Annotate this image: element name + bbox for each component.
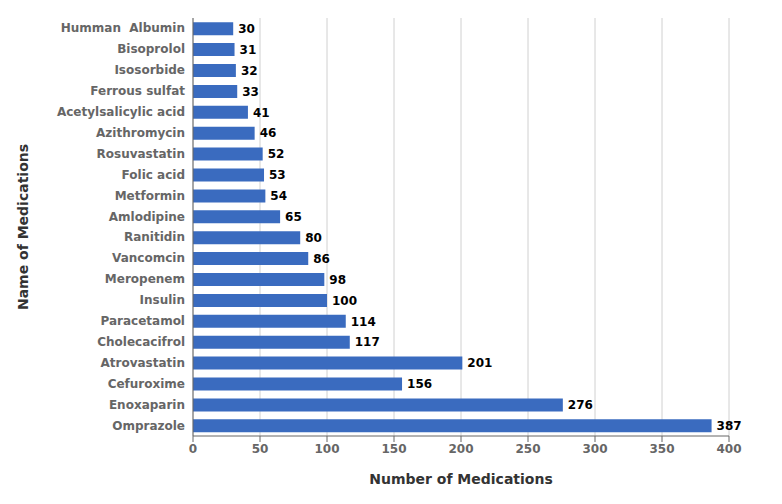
svg-text:Amlodipine: Amlodipine bbox=[109, 210, 185, 224]
svg-text:98: 98 bbox=[329, 273, 346, 287]
svg-text:86: 86 bbox=[313, 252, 330, 266]
svg-text:Omprazole: Omprazole bbox=[112, 419, 185, 433]
svg-text:32: 32 bbox=[241, 64, 258, 78]
svg-text:Paracetamol: Paracetamol bbox=[100, 314, 185, 328]
svg-text:Isosorbide: Isosorbide bbox=[114, 63, 185, 77]
svg-text:117: 117 bbox=[355, 335, 380, 349]
svg-text:276: 276 bbox=[568, 398, 593, 412]
svg-text:52: 52 bbox=[268, 147, 285, 161]
svg-text:54: 54 bbox=[270, 189, 287, 203]
svg-text:350: 350 bbox=[649, 442, 674, 456]
svg-text:Metformin: Metformin bbox=[115, 189, 185, 203]
svg-text:Insulin: Insulin bbox=[140, 293, 185, 307]
svg-text:Azithromycin: Azithromycin bbox=[96, 126, 185, 140]
svg-text:Ranitidin: Ranitidin bbox=[124, 230, 185, 244]
svg-text:Cholecacifrol: Cholecacifrol bbox=[97, 335, 185, 349]
svg-text:250: 250 bbox=[515, 442, 540, 456]
svg-text:300: 300 bbox=[582, 442, 607, 456]
svg-text:46: 46 bbox=[260, 126, 277, 140]
svg-text:30: 30 bbox=[238, 22, 255, 36]
svg-text:Vancomcin: Vancomcin bbox=[112, 251, 185, 265]
svg-text:Number of Medications: Number of Medications bbox=[369, 471, 553, 487]
svg-text:100: 100 bbox=[314, 442, 339, 456]
svg-text:Ferrous sulfat: Ferrous sulfat bbox=[90, 84, 185, 98]
svg-text:80: 80 bbox=[305, 231, 322, 245]
svg-text:50: 50 bbox=[252, 442, 269, 456]
svg-text:Meropenem: Meropenem bbox=[105, 272, 185, 286]
svg-text:53: 53 bbox=[269, 168, 286, 182]
svg-text:201: 201 bbox=[467, 356, 492, 370]
svg-text:Bisoprolol: Bisoprolol bbox=[117, 42, 185, 56]
svg-text:Name of Medications: Name of Medications bbox=[15, 144, 31, 310]
svg-text:114: 114 bbox=[351, 315, 376, 329]
svg-text:65: 65 bbox=[285, 210, 302, 224]
svg-text:33: 33 bbox=[242, 85, 259, 99]
svg-text:0: 0 bbox=[189, 442, 197, 456]
svg-text:Enoxaparin: Enoxaparin bbox=[109, 398, 185, 412]
svg-text:Atrovastatin: Atrovastatin bbox=[101, 356, 185, 370]
svg-text:Rosuvastatin: Rosuvastatin bbox=[97, 147, 185, 161]
svg-text:Cefuroxime: Cefuroxime bbox=[108, 377, 185, 391]
svg-text:400: 400 bbox=[716, 442, 741, 456]
svg-text:200: 200 bbox=[448, 442, 473, 456]
svg-text:Humman Albumin: Humman Albumin bbox=[61, 21, 185, 35]
svg-text:Folic acid: Folic acid bbox=[122, 168, 185, 182]
svg-text:100: 100 bbox=[332, 294, 357, 308]
svg-text:Acetylsalicylic acid: Acetylsalicylic acid bbox=[57, 105, 185, 119]
svg-text:387: 387 bbox=[717, 419, 742, 433]
svg-text:31: 31 bbox=[240, 43, 257, 57]
svg-text:41: 41 bbox=[253, 106, 270, 120]
svg-text:156: 156 bbox=[407, 377, 432, 391]
svg-text:150: 150 bbox=[381, 442, 406, 456]
